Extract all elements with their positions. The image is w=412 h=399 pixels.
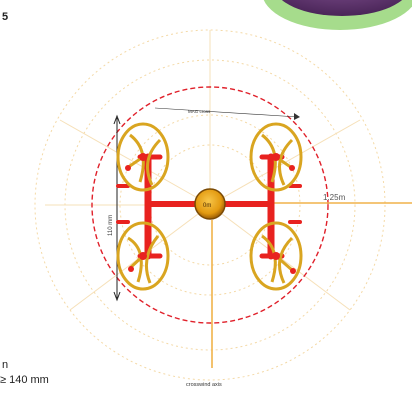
radius-label: 1.25m [323, 193, 346, 202]
side-dimension-line [113, 114, 121, 302]
top-left-text: 5 [2, 11, 8, 23]
center-label: 0m [203, 203, 211, 209]
top-label: MAG cross [188, 109, 211, 114]
radial-spokes [45, 30, 361, 311]
corner-blob [263, 0, 412, 30]
bottom-left-line1: n [2, 359, 8, 371]
center-hub [194, 188, 226, 220]
side-dimension-label: 110 mm [108, 215, 114, 236]
top-label-marker [154, 107, 300, 120]
motor-caps [125, 153, 296, 274]
bottom-left-line2: ≥ 140 mm [0, 374, 49, 386]
bottom-axis-label: crosswind axis [186, 382, 222, 388]
safety-ring [91, 86, 329, 324]
